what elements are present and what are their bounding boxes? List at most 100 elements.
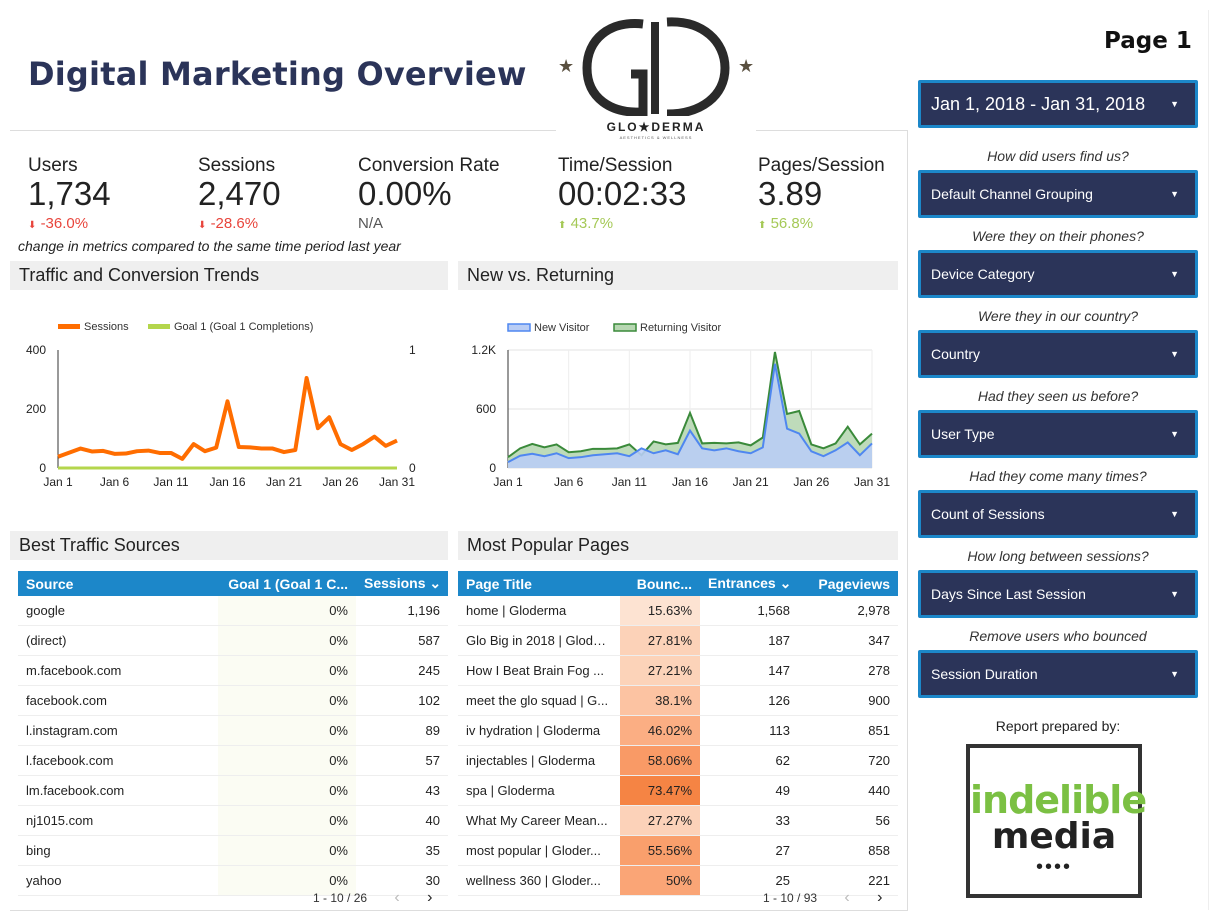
goal-cell: 0% [218, 745, 356, 776]
right-edge [1208, 10, 1209, 910]
pageviews-cell: 440 [798, 775, 898, 806]
page-title-cell: home | Gloderma [458, 596, 620, 626]
date-range-picker[interactable]: Jan 1, 2018 - Jan 31, 2018 ▼ [918, 80, 1198, 128]
table-row[interactable]: l.facebook.com 0% 57 [18, 745, 448, 776]
caret-down-icon: ▼ [1170, 189, 1179, 199]
filter-dropdown-label: Days Since Last Session [931, 586, 1086, 602]
legend-swatch [507, 323, 531, 332]
arrow-up-icon: ⬆ [758, 220, 767, 231]
gd-monogram [582, 17, 730, 116]
filter-dropdown-user-type[interactable]: User Type ▼ [918, 410, 1198, 458]
table-row[interactable]: yahoo 0% 30 [18, 865, 448, 896]
table-row[interactable]: injectables | Gloderma 58.06% 62 720 [458, 745, 898, 776]
bounce-cell: 73.47% [620, 775, 700, 806]
filter-dropdown-label: Device Category [931, 266, 1035, 282]
next-page-icon[interactable]: › [877, 889, 883, 906]
filter-question: Had they seen us before? [977, 388, 1139, 404]
y-tick-label: 400 [26, 343, 46, 357]
filter-dropdown-default-channel-grouping[interactable]: Default Channel Grouping ▼ [918, 170, 1198, 218]
goal-cell: 0% [218, 805, 356, 836]
table-row[interactable]: facebook.com 0% 102 [18, 685, 448, 716]
new-vs-returning-chart[interactable]: New Visitor Returning Visitor 0 600 1.2K Jan … [458, 300, 898, 500]
table-row[interactable]: spa | Gloderma 73.47% 49 440 [458, 775, 898, 806]
filter-dropdown-days-since-last-session[interactable]: Days Since Last Session ▼ [918, 570, 1198, 618]
pageviews-cell: 347 [798, 625, 898, 656]
sessions-cell: 30 [356, 865, 448, 896]
pager-range: 1 - 10 / 93 [763, 891, 818, 905]
footer-divider [10, 910, 908, 911]
page-title-cell: How I Beat Brain Fog ... [458, 655, 620, 686]
column-header-page-title[interactable]: Page Title [458, 571, 620, 596]
pageviews-cell: 278 [798, 655, 898, 686]
table-row[interactable]: wellness 360 | Gloder... 50% 25 221 [458, 865, 898, 896]
filter-dropdown-count-of-sessions[interactable]: Count of Sessions ▼ [918, 490, 1198, 538]
scorecard-change: -28.6% [210, 215, 259, 232]
scorecard-sessions: Sessions 2,470 ⬇ -28.6% [198, 155, 388, 232]
source-cell: l.facebook.com [18, 745, 218, 776]
page-title-cell: wellness 360 | Gloder... [458, 865, 620, 896]
column-header-source[interactable]: Source [18, 571, 218, 596]
table-row[interactable]: google 0% 1,196 [18, 596, 448, 626]
legend-swatch [58, 324, 80, 329]
indelible-media-logo: indelible media •••• [966, 744, 1147, 898]
pageviews-cell: 2,978 [798, 596, 898, 626]
table-row[interactable]: What My Career Mean... 27.27% 33 56 [458, 805, 898, 836]
goal-cell: 0% [218, 596, 356, 626]
table-row[interactable]: nj1015.com 0% 40 [18, 805, 448, 836]
scorecard-change: 56.8% [770, 215, 814, 232]
sessions-cell: 1,196 [356, 596, 448, 626]
scorecard-value: 1,734 [28, 175, 111, 212]
x-tick-label: Jan 11 [153, 475, 188, 489]
source-cell: (direct) [18, 625, 218, 656]
x-tick-label: Jan 6 [554, 475, 584, 489]
bounce-cell: 27.21% [620, 655, 700, 686]
traffic-trend-chart[interactable]: Sessions Goal 1 (Goal 1 Completions) 0 200 4… [10, 300, 450, 500]
traffic-panel-title: Traffic and Conversion Trends [10, 261, 448, 290]
goal-cell: 0% [218, 625, 356, 656]
column-header-bounce[interactable]: Bounc... [620, 571, 700, 596]
bounce-cell: 15.63% [620, 596, 700, 626]
prev-page-icon[interactable]: ‹ [394, 889, 400, 906]
table-row[interactable]: m.facebook.com 0% 245 [18, 655, 448, 686]
caret-down-icon: ▼ [1170, 509, 1179, 519]
series-line-returning [507, 351, 873, 458]
star-icon: ★ [738, 56, 755, 76]
filter-dropdown-country[interactable]: Country ▼ [918, 330, 1198, 378]
table-row[interactable]: most popular | Gloder... 55.56% 27 858 [458, 835, 898, 866]
sessions-cell: 43 [356, 775, 448, 806]
bounce-cell: 58.06% [620, 745, 700, 776]
filter-dropdown-device-category[interactable]: Device Category ▼ [918, 250, 1198, 298]
filter-dropdown-session-duration[interactable]: Session Duration ▼ [918, 650, 1198, 698]
prev-page-icon[interactable]: ‹ [844, 889, 850, 906]
table-row[interactable]: lm.facebook.com 0% 43 [18, 775, 448, 806]
logo-wordmark: GLO★DERMA [606, 120, 706, 134]
y-tick-label: 600 [476, 402, 496, 416]
table-row[interactable]: Glo Big in 2018 | Gloder... 27.81% 187 347 [458, 625, 898, 656]
arrow-down-icon: ⬇ [28, 220, 37, 231]
table-row[interactable]: bing 0% 35 [18, 835, 448, 866]
table-row[interactable]: l.instagram.com 0% 89 [18, 715, 448, 746]
column-header-pageviews[interactable]: Pageviews [798, 571, 898, 596]
table-row[interactable]: meet the glo squad | G... 38.1% 126 900 [458, 685, 898, 716]
bounce-cell: 46.02% [620, 715, 700, 746]
column-header-goal[interactable]: Goal 1 (Goal 1 C... [218, 571, 356, 596]
legend-label: Goal 1 (Goal 1 Completions) [174, 321, 313, 333]
table-row[interactable]: (direct) 0% 587 [18, 625, 448, 656]
scorecard-value: 0.00% [358, 175, 452, 212]
traffic-sources-table: Source Goal 1 (Goal 1 C... Sessions ⌄ go… [18, 571, 448, 896]
column-header-sessions[interactable]: Sessions ⌄ [356, 571, 448, 596]
goal-cell: 0% [218, 775, 356, 806]
source-cell: m.facebook.com [18, 655, 218, 686]
table-row[interactable]: How I Beat Brain Fog ... 27.21% 147 278 [458, 655, 898, 686]
page-title-cell: injectables | Gloderma [458, 745, 620, 776]
legend-label: New Visitor [534, 322, 590, 334]
source-cell: l.instagram.com [18, 715, 218, 746]
column-header-entrances[interactable]: Entrances ⌄ [700, 571, 798, 596]
next-page-icon[interactable]: › [427, 889, 433, 906]
table-row[interactable]: home | Gloderma 15.63% 1,568 2,978 [458, 596, 898, 626]
caret-down-icon: ▼ [1170, 429, 1179, 439]
source-cell: google [18, 596, 218, 626]
x-tick-label: Jan 1 [43, 475, 73, 489]
table-row[interactable]: iv hydration | Gloderma 46.02% 113 851 [458, 715, 898, 746]
goal-cell: 0% [218, 655, 356, 686]
